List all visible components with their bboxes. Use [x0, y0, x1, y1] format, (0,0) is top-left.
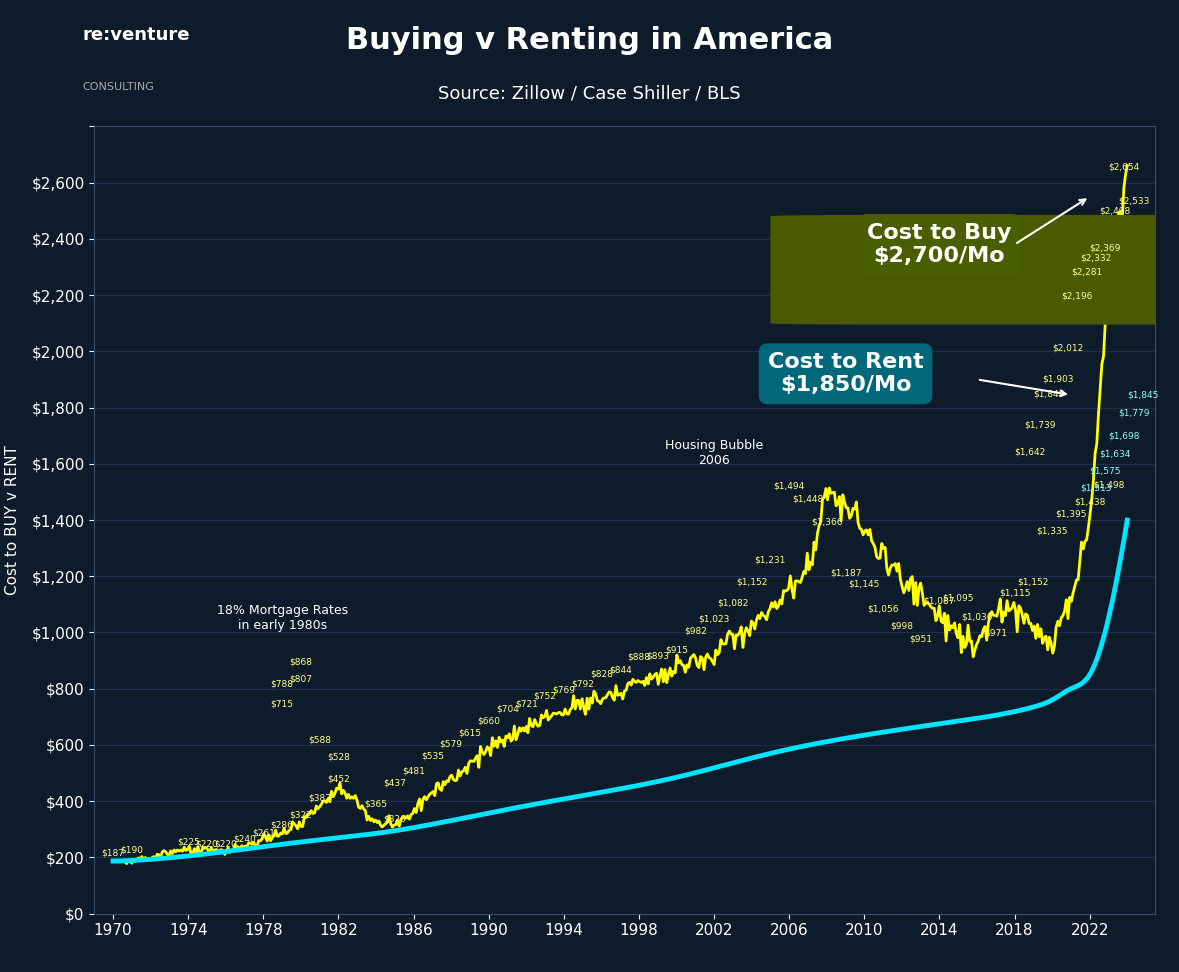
Text: $2,498: $2,498 — [1099, 207, 1131, 216]
Text: $844: $844 — [608, 665, 632, 675]
Text: $1,082: $1,082 — [717, 598, 749, 608]
Text: $769: $769 — [552, 685, 575, 694]
Text: $1,513: $1,513 — [1080, 484, 1112, 493]
Text: $2,012: $2,012 — [1052, 343, 1084, 353]
Text: $187: $187 — [101, 849, 125, 857]
Text: $660: $660 — [477, 716, 500, 726]
Text: $2,332: $2,332 — [1080, 254, 1112, 262]
Text: $2,369: $2,369 — [1089, 243, 1121, 252]
Text: $1,152: $1,152 — [736, 578, 768, 587]
Text: $715: $715 — [271, 700, 294, 709]
Text: $1,575: $1,575 — [1089, 467, 1121, 475]
Text: $481: $481 — [402, 766, 424, 775]
Text: $190: $190 — [120, 846, 144, 854]
Text: $788: $788 — [271, 679, 294, 689]
Text: $1,448: $1,448 — [792, 495, 824, 503]
Text: $365: $365 — [364, 799, 388, 809]
Text: $807: $807 — [289, 675, 312, 683]
Text: $1,023: $1,023 — [698, 614, 730, 623]
Text: $2,654: $2,654 — [1108, 163, 1140, 172]
Text: $1,056: $1,056 — [868, 605, 898, 614]
Text: $579: $579 — [440, 740, 462, 748]
Text: $1,494: $1,494 — [773, 482, 805, 491]
Text: CONSULTING: CONSULTING — [83, 83, 154, 92]
Text: $1,087: $1,087 — [923, 596, 955, 606]
Text: $982: $982 — [684, 626, 706, 636]
Text: $220: $220 — [196, 839, 218, 849]
Text: $971: $971 — [984, 629, 1007, 638]
Text: $1,498: $1,498 — [1093, 480, 1124, 490]
Text: $792: $792 — [571, 679, 594, 689]
Text: $535: $535 — [421, 751, 443, 760]
Text: $452: $452 — [327, 775, 350, 783]
Text: $1,095: $1,095 — [942, 594, 974, 603]
Text: $1,395: $1,395 — [1055, 509, 1087, 519]
Text: $1,187: $1,187 — [830, 568, 862, 577]
Text: $588: $588 — [308, 736, 331, 745]
Text: $286: $286 — [271, 821, 294, 830]
Text: $704: $704 — [496, 705, 519, 713]
Text: $1,366: $1,366 — [811, 518, 843, 527]
Text: $528: $528 — [327, 753, 350, 762]
Text: $1,335: $1,335 — [1036, 527, 1068, 536]
Text: $721: $721 — [515, 700, 538, 709]
Text: $998: $998 — [890, 621, 914, 630]
Text: $1,779: $1,779 — [1118, 409, 1150, 418]
Text: $1,849: $1,849 — [1033, 389, 1065, 399]
Text: $1,152: $1,152 — [1017, 578, 1049, 587]
Text: $1,903: $1,903 — [1042, 374, 1074, 383]
Text: $2,196: $2,196 — [1061, 292, 1093, 300]
Text: $225: $225 — [177, 838, 199, 847]
Text: $387: $387 — [308, 793, 331, 803]
Text: $828: $828 — [590, 669, 613, 678]
Text: $261: $261 — [252, 829, 275, 838]
Text: $752: $752 — [534, 691, 556, 701]
Text: $240: $240 — [233, 834, 256, 844]
Text: Buying v Renting in America: Buying v Renting in America — [345, 26, 834, 55]
Text: $1,231: $1,231 — [755, 556, 786, 565]
Text: $868: $868 — [289, 658, 312, 667]
Text: $1,739: $1,739 — [1023, 420, 1055, 430]
Text: $1,145: $1,145 — [849, 580, 880, 589]
Y-axis label: Cost to BUY v RENT: Cost to BUY v RENT — [5, 445, 20, 595]
Text: Source: Zillow / Case Shiller / BLS: Source: Zillow / Case Shiller / BLS — [439, 85, 740, 102]
Text: $951: $951 — [909, 635, 933, 643]
Text: $1,698: $1,698 — [1108, 432, 1140, 440]
Text: $322: $322 — [290, 811, 312, 819]
Text: $220: $220 — [215, 839, 237, 849]
Text: $437: $437 — [383, 779, 407, 787]
Text: $1,642: $1,642 — [1015, 447, 1046, 457]
Text: 18% Mortgage Rates
in early 1980s: 18% Mortgage Rates in early 1980s — [217, 605, 348, 633]
FancyBboxPatch shape — [770, 215, 1179, 325]
Text: re:venture: re:venture — [83, 26, 190, 44]
Text: $320: $320 — [383, 815, 407, 823]
Text: Housing Bubble
2006: Housing Bubble 2006 — [665, 438, 763, 467]
Text: $2,281: $2,281 — [1071, 268, 1102, 277]
Text: $1,030: $1,030 — [961, 612, 993, 621]
Text: $2,533: $2,533 — [1118, 197, 1150, 206]
Text: $1,845: $1,845 — [1127, 391, 1159, 399]
Text: $888: $888 — [627, 652, 651, 661]
Text: Cost to Buy
$2,700/Mo: Cost to Buy $2,700/Mo — [868, 223, 1012, 266]
Text: $1,115: $1,115 — [999, 588, 1030, 598]
Text: Cost to Rent
$1,850/Mo: Cost to Rent $1,850/Mo — [768, 352, 923, 396]
Text: $615: $615 — [459, 729, 481, 738]
Text: $1,634: $1,634 — [1099, 450, 1131, 459]
Text: $915: $915 — [665, 646, 689, 655]
Text: $1,438: $1,438 — [1074, 498, 1106, 506]
Text: $893: $893 — [646, 651, 670, 661]
